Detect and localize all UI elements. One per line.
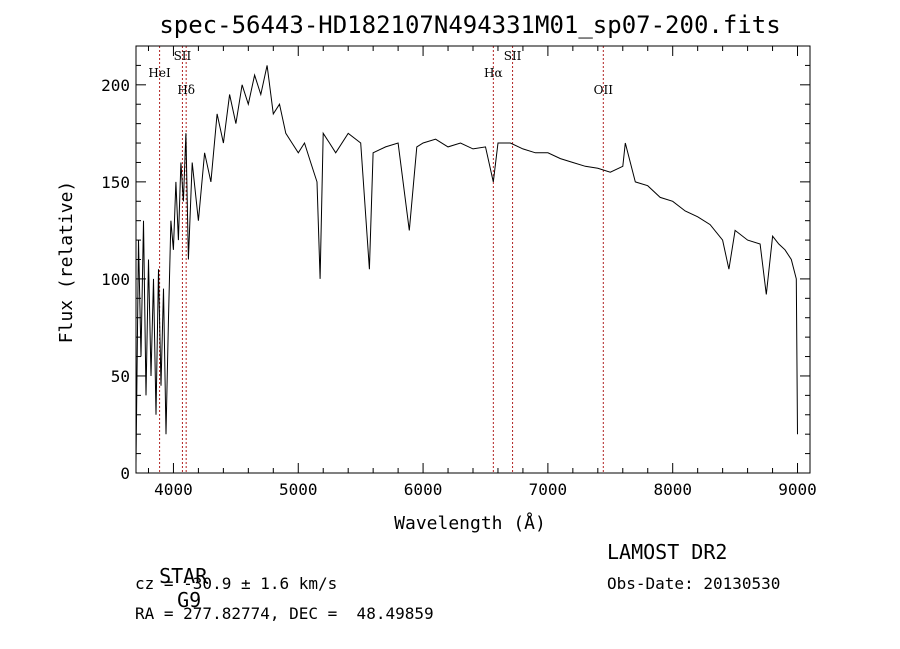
x-axis-label: Wavelength (Å) (394, 512, 546, 534)
x-tick-label: 7000 (529, 480, 568, 499)
y-axis-label: Flux (relative) (56, 181, 77, 344)
coordinates: RA = 277.82774, DEC = 48.49859 (135, 604, 434, 623)
y-tick-label: 100 (101, 270, 130, 289)
marker-label: Hα (484, 66, 503, 80)
x-tick-label: 5000 (279, 480, 318, 499)
x-tick-label: 6000 (404, 480, 443, 499)
x-tick-label: 4000 (154, 480, 193, 499)
y-tick-label: 200 (101, 76, 130, 95)
marker-label: HeI (148, 66, 171, 80)
marker-label: Hδ (177, 83, 195, 97)
y-tick-label: 150 (101, 173, 130, 192)
marker-label: SII (504, 49, 522, 63)
redshift-cz: cz = -30.9 ± 1.6 km/s (135, 574, 338, 593)
y-tick-label: 50 (111, 367, 130, 386)
spectrum-line (135, 65, 798, 464)
y-tick-label: 0 (120, 464, 130, 483)
survey-name: LAMOST DR2 (607, 540, 728, 564)
marker-label: OII (594, 83, 614, 97)
plot-frame (135, 45, 811, 474)
marker-label: SII (174, 49, 192, 63)
x-tick-label: 9000 (778, 480, 817, 499)
spectral-class: STAR (159, 564, 208, 588)
spectral-subclass: G9 (177, 588, 202, 612)
x-tick-label: 8000 (653, 480, 692, 499)
observation-date: Obs-Date: 20130530 (607, 574, 781, 593)
chart-title: spec-56443-HD182107N494331M01_sp07-200.f… (159, 11, 780, 39)
axes: 4000 5000 6000 7000 8000 9000 0 50 100 150 200 (101, 45, 817, 499)
